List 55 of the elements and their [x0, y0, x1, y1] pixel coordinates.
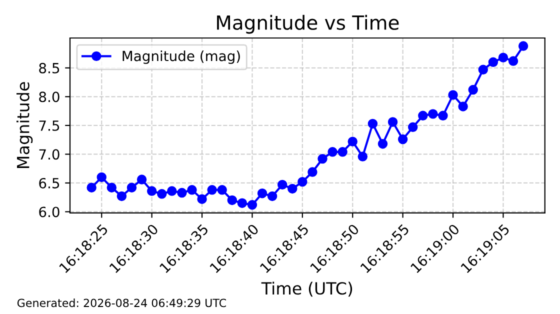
y-axis-title: Magnitude — [16, 82, 33, 168]
point — [277, 180, 288, 190]
y-tick-label: 7.0 — [39, 149, 60, 160]
point — [136, 174, 147, 184]
point — [177, 188, 187, 198]
point — [428, 109, 438, 119]
point — [518, 41, 528, 51]
y-tick-label: 6.5 — [39, 178, 60, 188]
point — [468, 84, 478, 95]
point — [86, 182, 96, 192]
point — [237, 198, 248, 208]
point — [398, 134, 408, 144]
point — [197, 194, 207, 204]
point — [418, 110, 428, 121]
point — [388, 117, 398, 127]
y-tick-label: 7.5 — [39, 120, 60, 131]
x-axis-title: Time (UTC) — [261, 282, 352, 297]
chart-title: Magnitude vs Time — [217, 14, 399, 34]
point — [116, 191, 127, 202]
legend-label: Magnitude (mag) — [122, 50, 240, 64]
point — [508, 56, 518, 66]
point — [448, 90, 458, 100]
point — [207, 185, 217, 195]
point — [338, 147, 348, 157]
point — [478, 64, 488, 74]
point — [498, 52, 508, 62]
point — [247, 200, 258, 210]
point — [257, 188, 268, 198]
point — [358, 152, 368, 162]
point — [408, 122, 418, 132]
point — [378, 138, 388, 149]
point — [96, 172, 106, 182]
text: Generated: 2026-08-24 06:49:29 UTC — [17, 298, 226, 308]
y-tick-label: 8.0 — [39, 92, 60, 102]
point — [438, 110, 448, 121]
point — [488, 57, 498, 68]
point — [288, 184, 298, 194]
y-tick-label: 6.0 — [39, 206, 60, 218]
point — [167, 186, 177, 196]
point — [348, 136, 358, 146]
point — [227, 195, 238, 206]
point — [458, 102, 468, 112]
point — [318, 154, 328, 164]
point — [146, 186, 157, 196]
point — [328, 147, 338, 157]
point — [308, 167, 318, 177]
point — [217, 185, 227, 195]
point — [126, 182, 137, 192]
point — [267, 191, 278, 202]
point — [368, 118, 378, 129]
point — [106, 182, 117, 192]
point — [298, 176, 308, 187]
point — [187, 185, 197, 195]
y-tick-label: 8.5 — [39, 62, 60, 74]
point — [157, 189, 167, 199]
